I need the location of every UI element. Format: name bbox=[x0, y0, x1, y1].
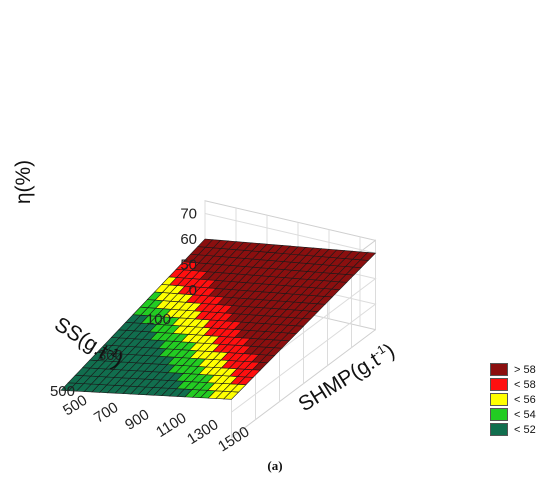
legend-swatch bbox=[490, 378, 508, 391]
legend-item: < 52 bbox=[490, 422, 536, 437]
legend-label: < 52 bbox=[514, 423, 536, 436]
ss-tick-label: 100 bbox=[146, 311, 171, 328]
z-axis-label: η(%) bbox=[12, 160, 35, 204]
ss-tick-label: 500 bbox=[50, 383, 75, 400]
z-tick-label: 60 bbox=[180, 231, 197, 248]
legend-label: < 58 bbox=[514, 378, 536, 391]
shmp-axis-label: SHMP(g.t-1) bbox=[294, 338, 399, 416]
legend-swatch bbox=[490, 423, 508, 436]
legend-item: < 58 bbox=[490, 377, 536, 392]
legend-swatch bbox=[490, 363, 508, 376]
legend-item: > 58 bbox=[490, 362, 536, 377]
legend: > 58 < 58 < 56 < 54 < 52 bbox=[490, 362, 536, 437]
ss-tick-label: 300 bbox=[98, 347, 123, 364]
legend-item: < 56 bbox=[490, 392, 536, 407]
z-tick-label: 50 bbox=[180, 257, 197, 274]
legend-swatch bbox=[490, 393, 508, 406]
z-tick-label: 70 bbox=[180, 206, 197, 223]
shmp-tick-label: 900 bbox=[122, 406, 152, 434]
shmp-tick-label: 1500 bbox=[215, 423, 252, 455]
figure-caption: (a) bbox=[267, 458, 283, 473]
surface-cell bbox=[359, 252, 377, 261]
shmp-tick-label: 1100 bbox=[153, 409, 189, 441]
shmp-tick-label: 700 bbox=[91, 399, 121, 427]
z-tick-label: 0 bbox=[189, 282, 197, 299]
legend-item: < 54 bbox=[490, 407, 536, 422]
response-surface bbox=[60, 238, 377, 400]
legend-label: < 54 bbox=[514, 408, 536, 421]
legend-label: < 56 bbox=[514, 393, 536, 406]
legend-swatch bbox=[490, 408, 508, 421]
legend-label: > 58 bbox=[514, 363, 536, 376]
